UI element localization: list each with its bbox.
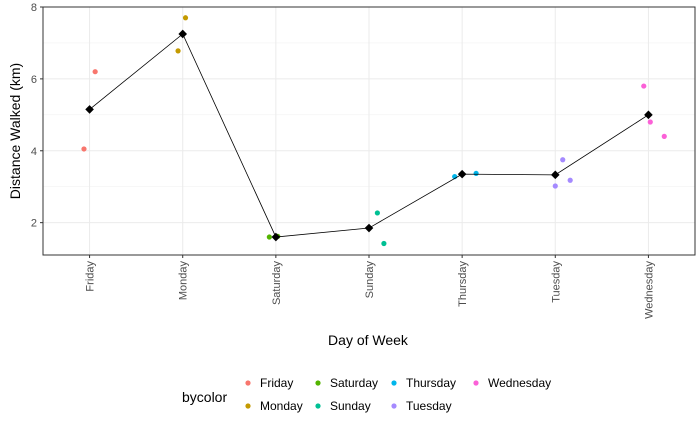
data-point [374,210,380,216]
data-point [92,69,98,75]
mean-marker [457,169,467,179]
legend-key [315,403,321,409]
legend-label: Sunday [330,399,371,413]
x-tick-label: Monday [178,261,190,301]
x-tick-label: Sunday [364,261,376,299]
data-point [381,240,387,247]
data-point [560,157,566,163]
x-tick-label: Wednesday [643,261,655,319]
x-tick-label: Thursday [457,261,469,307]
legend-key [391,380,397,386]
data-point [567,177,573,183]
legend-label: Thursday [406,376,456,390]
data-point [81,146,87,152]
mean-marker [85,105,94,114]
legend-title: bycolor [182,389,227,405]
data-point [661,133,667,139]
mean-marker [364,223,374,233]
legend-label: Friday [260,376,293,390]
data-point [175,48,181,54]
legend-label: Wednesday [488,376,551,390]
legend-key [473,380,479,386]
data-point [266,234,272,240]
x-axis-title: Day of Week [328,332,409,348]
y-tick-label: 2 [31,218,37,230]
legend-label: Monday [260,399,303,413]
legend-key [315,380,321,386]
x-axis: Friday Monday Saturday Sunday Thursday Tuesda… [85,255,655,319]
mean-marker [550,170,560,180]
y-axis: 2 4 6 8 [31,2,43,230]
legend-key [391,403,397,409]
data-points [81,15,667,247]
mean-marker [178,29,188,39]
legend-key [245,403,251,409]
data-point [647,119,653,125]
data-point [552,183,558,189]
x-tick-label: Saturday [271,261,283,306]
grid [43,6,695,255]
mean-marker [644,110,653,120]
legend-label: Saturday [330,376,378,390]
x-tick-label: Tuesday [550,261,562,303]
legend: bycolor Friday Monday Saturday Sunday Thursd… [182,376,551,413]
y-axis-title: Distance Walked (km) [7,63,23,199]
data-point [182,15,189,21]
mean-marker [271,232,281,242]
y-tick-label: 4 [31,146,37,158]
x-tick-label: Friday [85,261,97,292]
legend-key [245,380,251,386]
data-point [473,170,479,177]
data-point [641,83,647,89]
y-tick-label: 6 [31,74,37,86]
legend-label: Tuesday [406,399,452,413]
mean-line-series [85,29,653,242]
y-tick-label: 8 [31,2,37,14]
